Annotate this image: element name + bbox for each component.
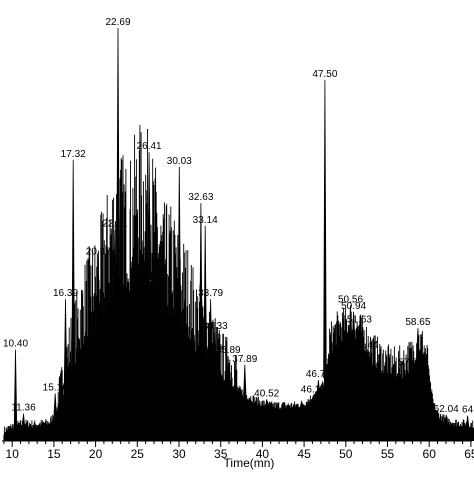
peak-label: 58.65 xyxy=(405,317,430,328)
peak-33.79 xyxy=(208,299,213,369)
peak-17.32 xyxy=(71,159,75,369)
peak-50.94 xyxy=(351,311,356,341)
x-axis-label: Time(mn) xyxy=(224,456,275,470)
peak-label: 10.40 xyxy=(3,339,28,350)
peak-label: 22.31 xyxy=(102,219,127,230)
x-tick-label: 60 xyxy=(423,447,437,461)
peak-label: 15.16 xyxy=(43,382,68,393)
peak-47.50 xyxy=(323,79,327,379)
peak-label: 33.79 xyxy=(198,288,223,299)
peak-46.72 xyxy=(316,379,321,396)
peak-label: 33.14 xyxy=(193,215,218,226)
x-tick-label: 35 xyxy=(214,447,228,461)
x-tick-label: 55 xyxy=(381,447,395,461)
peak-label: 57.78 xyxy=(398,358,423,369)
trace-layer xyxy=(3,27,474,441)
peak-label: 30.03 xyxy=(167,156,192,167)
peak-50.56 xyxy=(348,305,353,341)
x-tick-label: 65 xyxy=(464,447,474,461)
x-ticks: 10 15 20 25 30 35 40 45 50 55 60 65 xyxy=(3,441,474,461)
peak-52.44 xyxy=(364,349,368,356)
peak-label: 47.50 xyxy=(312,69,337,80)
peak-15.16 xyxy=(53,393,57,417)
peak-label: 52.44 xyxy=(354,340,379,351)
peak-40.52 xyxy=(264,399,269,409)
peak-label: 17.32 xyxy=(61,149,86,160)
peak-label: 32.63 xyxy=(188,192,213,203)
peak-label: 40.52 xyxy=(254,388,279,399)
peak-label: 37.89 xyxy=(232,354,257,365)
peak-label: 50.94 xyxy=(341,301,366,312)
peak-51.63 xyxy=(357,325,362,346)
peak-16.39 xyxy=(63,299,68,390)
peak-30.03 xyxy=(177,166,182,328)
x-tick-label: 10 xyxy=(6,447,20,461)
peak-label: 51.63 xyxy=(347,315,372,326)
x-tick-label: 25 xyxy=(131,447,145,461)
peak-20.32 xyxy=(96,257,101,327)
peak-57.78 xyxy=(408,367,413,372)
x-tick-label: 40 xyxy=(256,447,270,461)
peak-37.89 xyxy=(243,364,247,399)
peak-58.65 xyxy=(416,328,420,359)
peak-33.14 xyxy=(203,225,207,363)
peak-label: 11.36 xyxy=(11,403,36,414)
peak-26.41 xyxy=(147,152,151,280)
peak-62.04 xyxy=(444,414,448,425)
peak-46.10 xyxy=(311,393,316,401)
peak-label: 62.04 xyxy=(434,404,459,415)
x-tick-label: 45 xyxy=(297,447,311,461)
peak-label: 20.32 xyxy=(86,246,111,257)
peak-22.31 xyxy=(113,229,117,295)
peak-64 xyxy=(465,415,470,429)
peak-label: 50.56 xyxy=(338,294,363,305)
peak-10.40 xyxy=(13,349,18,430)
peak-label: 34.33 xyxy=(203,321,228,332)
peak-label: 46.10 xyxy=(301,385,326,396)
peak-22.69 xyxy=(116,27,120,290)
peak-label: 46.72 xyxy=(306,369,331,380)
x-tick-label: 15 xyxy=(47,447,61,461)
peak-34.33 xyxy=(213,331,217,374)
peak-35.89 xyxy=(226,355,230,387)
x-tick-label: 20 xyxy=(89,447,103,461)
peak-label: 64 xyxy=(462,405,474,416)
peak-label: 16.39 xyxy=(53,288,78,299)
peak-label: 35.89 xyxy=(216,345,241,356)
peak-32.63 xyxy=(199,203,203,359)
peak-label: 22.69 xyxy=(105,17,130,28)
peak-11.36 xyxy=(21,413,26,429)
peak-label: 26.41 xyxy=(137,141,162,152)
x-tick-label: 50 xyxy=(339,447,353,461)
peak-labels: 10.40 11.36 15.16 16.39 17.32 20.32 22.31 22.69… xyxy=(3,17,474,416)
x-tick-label: 30 xyxy=(172,447,186,461)
